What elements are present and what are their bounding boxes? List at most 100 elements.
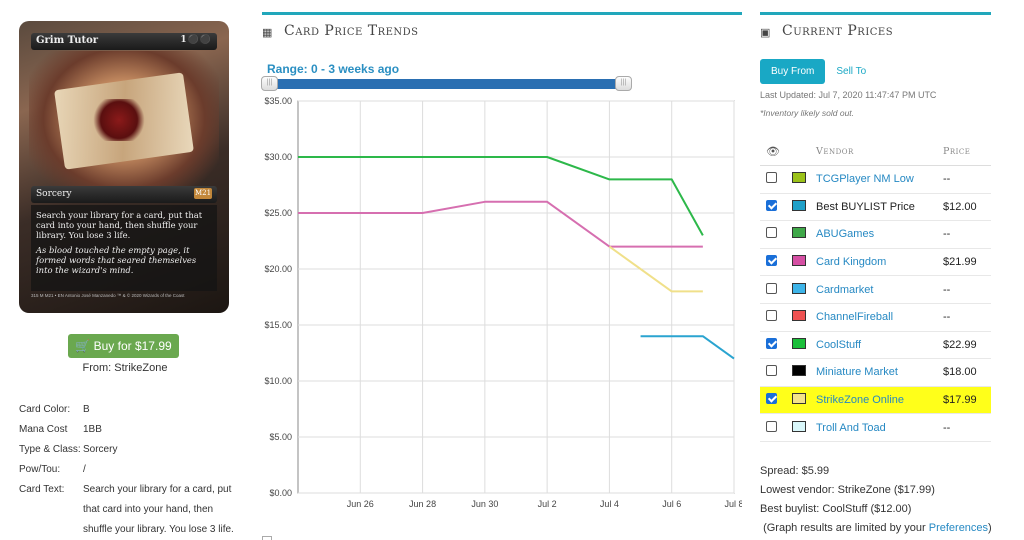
buy-from-vendor: From: StrikeZone bbox=[82, 362, 168, 374]
attribute-value: 1BB bbox=[83, 424, 102, 435]
buy-button-label: Buy for $17.99 bbox=[93, 339, 172, 353]
x-tick-label: Jun 26 bbox=[347, 499, 374, 509]
price-summary: Spread: $5.99 Lowest vendor: StrikeZone … bbox=[760, 462, 992, 538]
buy-button[interactable]: 🛒 Buy for $17.99 bbox=[68, 334, 179, 358]
attribute-key: Card Color: bbox=[19, 404, 71, 415]
attribute-value: Sorcery bbox=[83, 444, 118, 455]
vendor-color-swatch bbox=[792, 282, 806, 294]
vendor-name[interactable]: Miniature Market bbox=[816, 366, 898, 379]
x-tick-label: Jul 2 bbox=[538, 499, 557, 509]
eye-icon[interactable]: 👁 bbox=[766, 145, 781, 158]
vendor-name[interactable]: ChannelFireball bbox=[816, 311, 894, 324]
price-table-header: 👁 Vendor Price bbox=[760, 138, 991, 166]
card-name-bar: Grim Tutor 1⚫⚫ bbox=[31, 33, 217, 50]
vendor-price: $17.99 bbox=[943, 394, 977, 407]
price-tabs: Buy From Sell To bbox=[760, 59, 877, 84]
attribute-key: Pow/Tou: bbox=[19, 464, 61, 475]
y-tick-label: $10.00 bbox=[264, 376, 292, 386]
y-tick-label: $0.00 bbox=[269, 488, 292, 498]
vendor-price: $12.00 bbox=[943, 200, 977, 213]
preferences-link[interactable]: Preferences bbox=[928, 522, 989, 534]
set-symbol-icon: M21 bbox=[194, 188, 212, 199]
attribute-value: B bbox=[83, 404, 90, 415]
spread-text: Spread: $5.99 bbox=[760, 465, 830, 477]
vendor-color-swatch bbox=[792, 310, 806, 322]
vendor-price: -- bbox=[943, 228, 951, 241]
range-slider[interactable]: ||| ||| bbox=[261, 76, 632, 91]
vendor-checkbox[interactable] bbox=[766, 172, 777, 184]
x-tick-label: Jul 8 bbox=[724, 499, 742, 509]
vendor-row: Troll And Toad -- bbox=[760, 414, 991, 442]
x-tick-label: Jun 30 bbox=[471, 499, 498, 509]
vendor-checkbox[interactable] bbox=[766, 255, 777, 267]
vendor-name[interactable]: StrikeZone Online bbox=[816, 394, 905, 407]
y-tick-label: $5.00 bbox=[269, 432, 292, 442]
vendor-checkbox[interactable] bbox=[766, 227, 777, 239]
vendor-row: Best BUYLIST Price $12.00 bbox=[760, 194, 991, 222]
price-trends-title: Card Price Trends bbox=[284, 23, 419, 39]
vendor-checkbox[interactable] bbox=[766, 282, 777, 294]
current-prices-title: Current Prices bbox=[782, 23, 894, 39]
vendor-checkbox[interactable] bbox=[766, 393, 777, 405]
x-tick-label: Jul 4 bbox=[600, 499, 619, 509]
tab-sell-to[interactable]: Sell To bbox=[836, 66, 867, 77]
money-icon: ▣ bbox=[760, 27, 771, 39]
card-attributes: Card Color: B Mana Cost 1BB Type & Class: Sor… bbox=[19, 400, 239, 540]
vendor-name[interactable]: Card Kingdom bbox=[816, 256, 887, 269]
vendor-name[interactable]: Troll And Toad bbox=[816, 421, 886, 434]
card-type-bar: Sorcery M21 bbox=[31, 186, 217, 203]
y-tick-label: $35.00 bbox=[264, 97, 292, 106]
vendor-name[interactable]: TCGPlayer NM Low bbox=[816, 173, 914, 186]
range-label: Range: 0 - 3 weeks ago bbox=[267, 62, 400, 76]
vendor-name[interactable]: CoolStuff bbox=[816, 338, 862, 351]
vendor-price: -- bbox=[943, 421, 951, 434]
vendor-row: Cardmarket -- bbox=[760, 276, 991, 304]
vendor-checkbox[interactable] bbox=[766, 310, 777, 322]
attribute-key: Type & Class: bbox=[19, 444, 81, 455]
tab-buy-from[interactable]: Buy From bbox=[760, 59, 826, 84]
vendor-row: Card Kingdom $21.99 bbox=[760, 249, 991, 277]
best-buylist-text: Best buylist: CoolStuff ($12.00) bbox=[760, 503, 912, 515]
vendor-checkbox[interactable] bbox=[766, 365, 777, 377]
vendor-row: CoolStuff $22.99 bbox=[760, 332, 991, 360]
y-tick-label: $15.00 bbox=[264, 320, 292, 330]
card-rules-box: Search your library for a card, put that… bbox=[31, 205, 217, 291]
attribute-row: Card Color: B bbox=[19, 400, 239, 420]
vendor-checkbox[interactable] bbox=[766, 420, 777, 432]
series-line-best-buylist-price bbox=[640, 335, 735, 360]
vendor-name[interactable]: Cardmarket bbox=[816, 283, 874, 296]
card-art-blood bbox=[89, 99, 149, 141]
vendor-color-swatch bbox=[792, 227, 806, 239]
vendor-row: StrikeZone Online $17.99 bbox=[760, 386, 991, 415]
vendor-name: Best BUYLIST Price bbox=[816, 200, 915, 213]
vendor-price: -- bbox=[943, 283, 951, 296]
vendor-checkbox[interactable] bbox=[766, 337, 777, 349]
card-mana-cost: 1⚫⚫ bbox=[180, 35, 212, 45]
vendor-column-header: Vendor bbox=[816, 146, 854, 157]
graph-note-prefix: (Graph results are limited by your bbox=[763, 522, 929, 534]
attribute-key: Mana Cost bbox=[19, 424, 68, 435]
card-image[interactable]: Grim Tutor 1⚫⚫ Sorcery M21 Search your l… bbox=[19, 21, 229, 313]
chart-option-checkbox[interactable] bbox=[262, 536, 272, 540]
series-line-coolstuff bbox=[298, 156, 704, 236]
card-flavor-text: As blood touched the empty page, it form… bbox=[36, 245, 197, 275]
current-prices-header: ▣ Current Prices bbox=[760, 12, 991, 42]
vendor-price-table: 👁 Vendor Price TCGPlayer NM Low -- Best BU… bbox=[760, 138, 991, 442]
attribute-key: Card Text: bbox=[19, 484, 65, 495]
vendor-name[interactable]: ABUGames bbox=[816, 228, 875, 241]
vendor-color-swatch bbox=[792, 172, 806, 184]
range-slider-start-handle[interactable]: ||| bbox=[261, 76, 278, 91]
series-line-card-kingdom bbox=[298, 200, 703, 248]
vendor-price: $18.00 bbox=[943, 366, 977, 379]
inventory-note: *Inventory likely sold out. bbox=[760, 108, 855, 118]
vendor-color-swatch bbox=[792, 255, 806, 267]
price-column-header: Price bbox=[943, 146, 971, 157]
vendor-price: -- bbox=[943, 311, 951, 324]
vendor-row: ABUGames -- bbox=[760, 221, 991, 249]
attribute-row: Type & Class: Sorcery bbox=[19, 440, 239, 460]
graph-note: (Graph results are limited by your Prefe… bbox=[760, 519, 992, 538]
vendor-color-swatch bbox=[792, 337, 806, 349]
vendor-row: ChannelFireball -- bbox=[760, 304, 991, 332]
vendor-checkbox[interactable] bbox=[766, 199, 777, 211]
range-slider-end-handle[interactable]: ||| bbox=[615, 76, 632, 91]
